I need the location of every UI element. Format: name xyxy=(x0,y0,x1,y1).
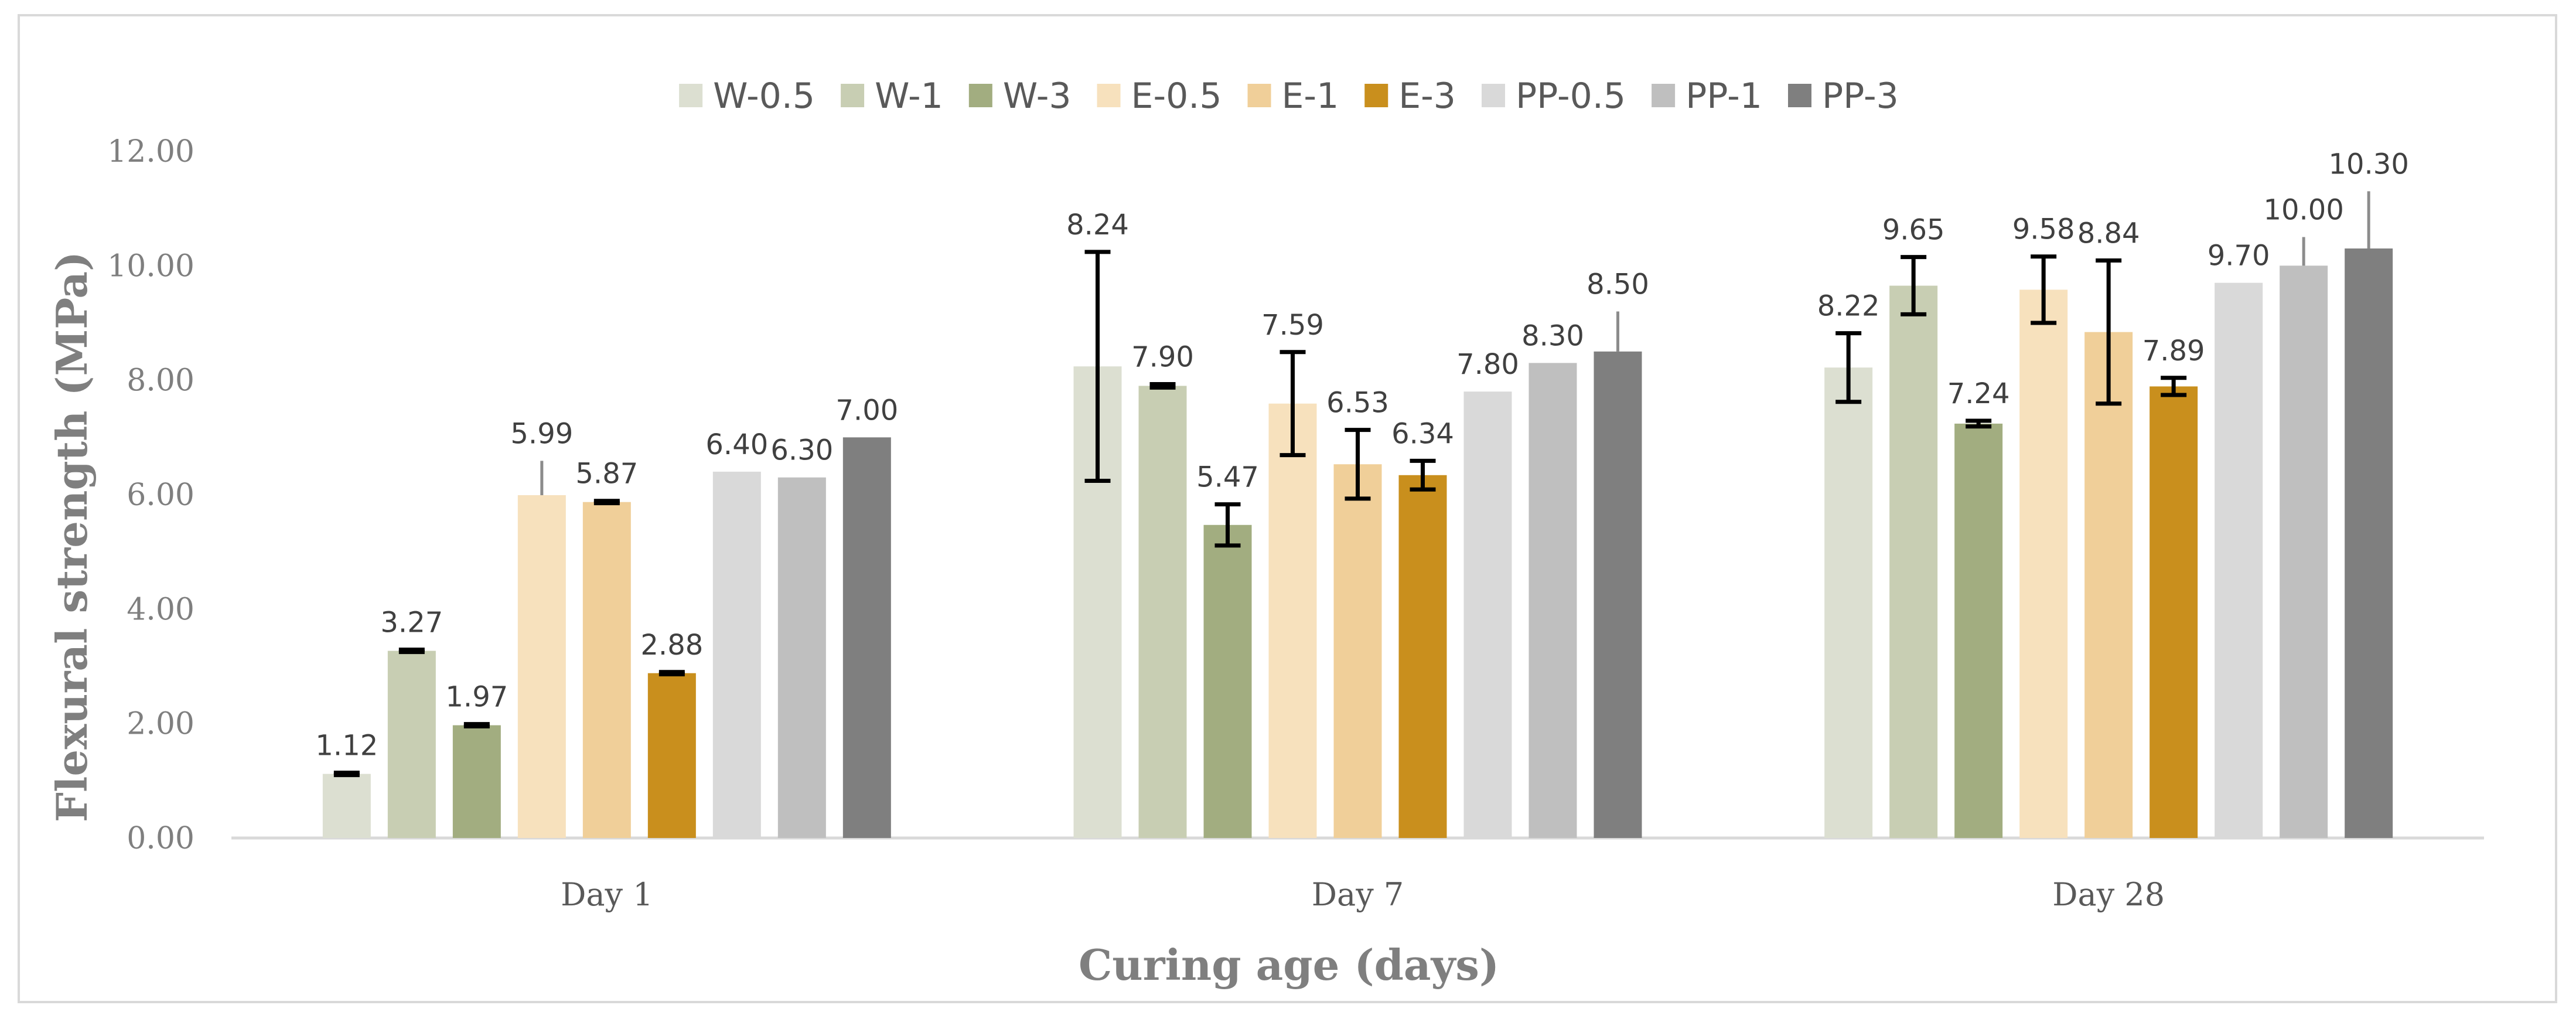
bar-W-3-Day28 xyxy=(1954,423,2003,838)
bar-W-0.5-Day1 xyxy=(322,774,371,838)
legend: W-0.5 W-1 W-3 E-0.5 E-1 E-3 PP-0.5 PP-1 PP-3 xyxy=(679,76,1899,117)
legend-swatch xyxy=(1481,84,1505,107)
legend-swatch xyxy=(1652,84,1676,107)
bar-PP-0.5-Day28 xyxy=(2215,282,2263,839)
legend-item: W-3 xyxy=(968,76,1072,117)
data-label: 7.89 xyxy=(2142,335,2205,367)
bar-PP-1-Day7 xyxy=(1528,363,1577,838)
legend-swatch xyxy=(1247,84,1271,107)
legend-label: W-0.5 xyxy=(713,76,815,117)
bar-PP-3-Day28 xyxy=(2345,248,2393,838)
data-label: 10.30 xyxy=(2328,148,2408,180)
data-label: 7.00 xyxy=(835,394,898,427)
y-tick-label: 6.00 xyxy=(127,478,195,513)
data-label: 9.65 xyxy=(1882,214,1945,247)
y-axis-title: Flexural strength (MPa) xyxy=(47,251,97,822)
y-tick-label: 12.00 xyxy=(107,134,195,169)
bar-PP-3-Day7 xyxy=(1594,351,1642,838)
data-label: 7.24 xyxy=(1947,377,2010,410)
x-axis: Day 1 Day 7 Day 28 xyxy=(231,836,2484,913)
legend-swatch xyxy=(841,84,865,107)
bar-E-0.5-Day7 xyxy=(1268,403,1317,838)
legend-label: E-0.5 xyxy=(1131,76,1222,117)
legend-label: E-1 xyxy=(1282,76,1339,117)
data-label: 7.80 xyxy=(1456,348,1519,381)
bar-PP-1-Day28 xyxy=(2280,265,2328,838)
bar-E-3-Day1 xyxy=(647,673,696,838)
legend-label: W-1 xyxy=(875,76,943,117)
legend-item: PP-1 xyxy=(1652,76,1762,117)
bar-E-1-Day28 xyxy=(2084,332,2133,838)
bar-PP-3-Day1 xyxy=(842,437,891,838)
data-label: 3.27 xyxy=(380,607,443,639)
data-label: 5.87 xyxy=(575,458,638,490)
legend-item: W-0.5 xyxy=(679,76,815,117)
data-label: 7.59 xyxy=(1261,309,1324,342)
data-label: 7.90 xyxy=(1131,341,1194,374)
y-tick-label: 2.00 xyxy=(127,707,195,742)
legend-swatch xyxy=(1787,84,1811,107)
data-label: 10.00 xyxy=(2263,194,2343,227)
legend-label: PP-0.5 xyxy=(1516,76,1626,117)
bar-E-3-Day7 xyxy=(1398,475,1447,838)
data-label: 9.70 xyxy=(2207,240,2270,272)
legend-label: PP-3 xyxy=(1822,76,1899,117)
legend-label: PP-1 xyxy=(1686,76,1762,117)
legend-swatch xyxy=(679,84,703,107)
x-axis-title: Curing age (days) xyxy=(1079,940,1499,990)
legend-label: W-3 xyxy=(1003,76,1072,117)
y-axis: 0.00 2.00 4.00 6.00 8.00 10.00 12.00 xyxy=(107,134,195,856)
data-label: 5.47 xyxy=(1196,461,1259,494)
bar-W-1-Day1 xyxy=(387,650,436,838)
data-labels: 1.12 8.24 8.22 3.27 7.90 9.65 1.97 5.47 7.24 5.99… xyxy=(315,148,2408,762)
legend-swatch xyxy=(1097,84,1121,107)
legend-item: E-0.5 xyxy=(1097,76,1222,117)
bar-PP-0.5-Day1 xyxy=(712,471,761,838)
legend-item: PP-3 xyxy=(1787,76,1899,117)
data-label: 8.24 xyxy=(1066,209,1129,241)
y-tick-label: 10.00 xyxy=(107,248,195,284)
y-tick-label: 8.00 xyxy=(127,363,195,398)
legend-item: E-3 xyxy=(1364,76,1456,117)
data-label: 6.53 xyxy=(1326,387,1389,420)
x-tick-label: Day 28 xyxy=(2052,876,2165,913)
bars xyxy=(322,248,2393,839)
data-label: 1.97 xyxy=(445,681,508,714)
legend-swatch xyxy=(968,84,992,107)
bar-W-1-Day7 xyxy=(1138,386,1187,838)
bar-E-1-Day7 xyxy=(1333,464,1382,838)
bar-W-3-Day7 xyxy=(1203,524,1252,838)
bar-W-3-Day1 xyxy=(452,725,501,838)
x-tick-label: Day 7 xyxy=(1312,876,1404,913)
legend-item: W-1 xyxy=(841,76,943,117)
legend-swatch xyxy=(1364,84,1388,107)
data-label: 8.30 xyxy=(1521,319,1584,352)
data-label: 8.22 xyxy=(1817,290,1880,323)
data-label: 9.58 xyxy=(2012,213,2075,246)
data-label: 2.88 xyxy=(640,629,703,662)
data-label: 6.30 xyxy=(770,434,833,467)
bar-PP-1-Day1 xyxy=(777,477,826,838)
data-label: 6.34 xyxy=(1391,417,1454,450)
legend-item: E-1 xyxy=(1247,76,1339,117)
legend-item: PP-0.5 xyxy=(1481,76,1626,117)
bar-W-1-Day28 xyxy=(1889,285,1938,838)
bar-E-0.5-Day1 xyxy=(517,495,566,838)
data-label: 6.40 xyxy=(705,428,768,461)
bar-E-3-Day28 xyxy=(2149,386,2198,838)
x-tick-label: Day 1 xyxy=(561,876,653,913)
error-bars xyxy=(333,191,2370,778)
bar-E-1-Day1 xyxy=(582,502,631,838)
bar-PP-0.5-Day7 xyxy=(1463,391,1512,838)
bar-E-0.5-Day28 xyxy=(2019,289,2068,838)
data-label: 5.99 xyxy=(510,417,573,450)
y-tick-label: 4.00 xyxy=(127,592,195,627)
legend-label: E-3 xyxy=(1398,76,1456,117)
bar-W-0.5-Day28 xyxy=(1824,367,1873,838)
data-label: 8.50 xyxy=(1586,268,1649,301)
data-label: 1.12 xyxy=(315,730,378,762)
data-label: 8.84 xyxy=(2077,217,2140,250)
y-tick-label: 0.00 xyxy=(127,821,195,856)
